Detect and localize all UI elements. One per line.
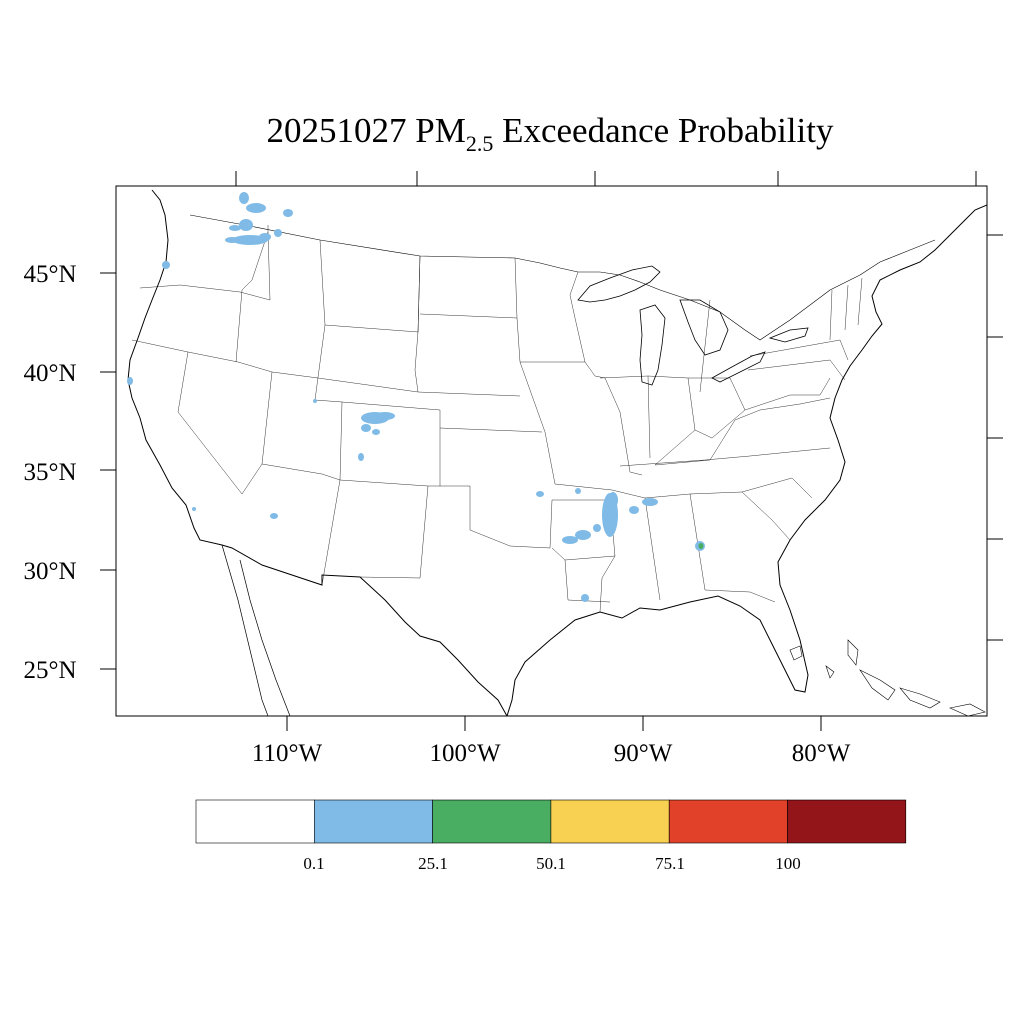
lat-label-25: 25°N xyxy=(23,657,76,684)
lake-superior xyxy=(577,265,661,303)
colorbar-label-0: 0.1 xyxy=(303,854,324,873)
colorbar-label-1: 25.1 xyxy=(418,854,448,873)
lat-label-45: 45°N xyxy=(23,261,76,288)
title-pm: PM xyxy=(415,111,466,150)
lake-ontario xyxy=(768,327,809,343)
lake-michigan xyxy=(639,304,666,386)
colorbar-bin-4 xyxy=(668,799,788,844)
lon-label-100: 100°W xyxy=(429,740,500,767)
canada-border xyxy=(189,214,936,341)
colorbar-bin-2 xyxy=(432,799,552,844)
colorbar-label-4: 100 xyxy=(775,854,801,873)
prob-low-areas xyxy=(127,192,705,602)
lat-label-30: 30°N xyxy=(23,558,76,585)
colorbar-legend xyxy=(195,799,907,844)
right-ticks xyxy=(987,234,1003,641)
lake-huron xyxy=(679,299,729,356)
top-ticks xyxy=(235,171,977,186)
lat-label-35: 35°N xyxy=(23,459,76,486)
lake-erie xyxy=(711,351,766,383)
colorbar-bin-0 xyxy=(195,799,315,844)
colorbar-bin-3 xyxy=(550,799,670,844)
lon-label-80: 80°W xyxy=(792,740,851,767)
lat-label-40: 40°N xyxy=(23,360,76,387)
map-panel xyxy=(100,171,1003,731)
colorbar-labels: 0.1 25.1 50.1 75.1 100 xyxy=(303,854,800,873)
left-ticks xyxy=(100,272,116,670)
state-borders xyxy=(131,225,863,613)
prob-mid-areas xyxy=(698,543,704,549)
islands xyxy=(789,639,986,716)
colorbar-bin-5 xyxy=(787,799,907,844)
lon-labels: 110°W 100°W 90°W 80°W xyxy=(252,740,851,767)
colorbar-label-3: 75.1 xyxy=(655,854,685,873)
lon-label-90: 90°W xyxy=(614,740,673,767)
bottom-ticks xyxy=(286,716,822,731)
mexico-outline xyxy=(221,544,291,716)
title-rest: Exceedance Probability xyxy=(502,111,834,150)
lon-label-110: 110°W xyxy=(252,740,323,767)
colorbar-bin-1 xyxy=(313,799,433,844)
title-pm-subscript: 2.5 xyxy=(466,131,494,156)
colorbar-label-2: 50.1 xyxy=(536,854,566,873)
map-title: 20251027 PM2.5 Exceedance Probability xyxy=(267,111,834,156)
title-date: 20251027 xyxy=(267,111,407,150)
lat-labels: 45°N 40°N 35°N 30°N 25°N xyxy=(23,261,76,684)
map-content xyxy=(127,189,987,716)
